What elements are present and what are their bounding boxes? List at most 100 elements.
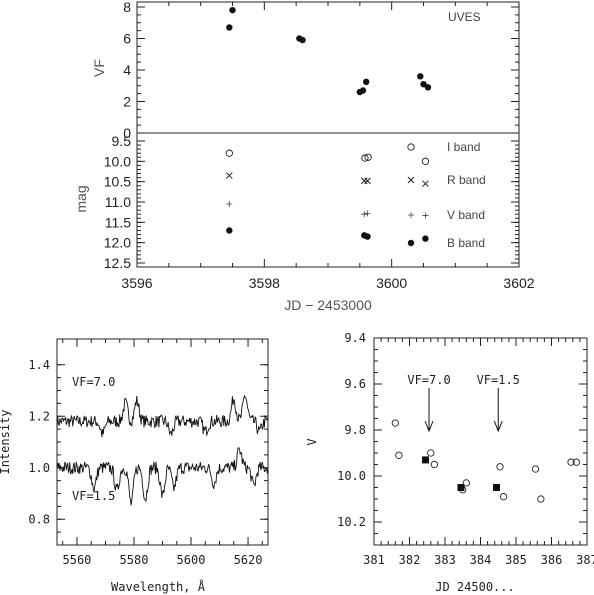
- mag-point: [364, 153, 372, 161]
- x-tick-label: 386: [541, 553, 563, 567]
- top-lower-ylabel: mag: [73, 185, 89, 212]
- v-annotations: VF=7.0 VF=1.5: [407, 373, 520, 433]
- v-point: [537, 495, 545, 503]
- y-tick-label: 1.2: [28, 409, 50, 423]
- mag-point: [361, 211, 368, 218]
- top-lower-legend: I band R band V band B band: [407, 140, 486, 250]
- spectrum-ylabel: Intensity: [0, 409, 12, 474]
- v-point: [421, 456, 429, 464]
- mag-point: [364, 210, 371, 217]
- x-tick-label: 385: [505, 553, 527, 567]
- top-lower-points: [225, 149, 430, 242]
- y-tick-label: 4: [123, 62, 131, 78]
- y-tick-label: 9.6: [344, 377, 366, 391]
- v-point: [567, 458, 575, 466]
- x-tick-label: 384: [470, 553, 492, 567]
- mag-point: [225, 172, 233, 179]
- y-tick-label: 9.8: [344, 423, 366, 437]
- legend-label: B band: [447, 236, 485, 250]
- y-tick-label: 10.5: [104, 174, 131, 190]
- x-tick-label: 381: [363, 553, 385, 567]
- top-upper-y-ticks: 0 2 4 6 8: [123, 0, 520, 141]
- x-tick-label: 5580: [120, 553, 149, 567]
- y-tick-label: 11.5: [105, 214, 131, 230]
- v-panel: 9.4 9.6 9.8 10.0 10.2 381 382 383 384 385 386 387 V…: [305, 331, 594, 594]
- legend-marker: [408, 212, 414, 218]
- v-point: [395, 451, 403, 459]
- y-tick-label: 10.2: [337, 515, 366, 529]
- vf-point: [226, 24, 233, 31]
- spectrum-frame: [56, 338, 269, 546]
- mag-point: [226, 201, 233, 208]
- spectrum-ticks: 0.8 1.0 1.2 1.4 5560 5580 5600 5620: [28, 339, 268, 567]
- vf-point: [363, 78, 370, 86]
- v-point: [391, 419, 399, 427]
- top-lower-panel: 9.5 10.0 10.5 11.0 11.5 12.0 12.5 3596 3598 3600 3…: [73, 132, 535, 313]
- x-tick-label: 5560: [63, 553, 92, 567]
- spectrum-panel: 0.8 1.0 1.2 1.4 5560 5580 5600 5620 VF=7.0 VF=1…: [0, 338, 269, 594]
- spectrum-label-1: VF=7.0: [72, 375, 115, 389]
- v-point: [531, 465, 540, 473]
- vf-point: [420, 80, 427, 88]
- mag-point: [225, 149, 233, 157]
- mag-point: [422, 235, 429, 242]
- spectrum-xlabel: Wavelength, Å: [111, 579, 206, 594]
- arrow-head: [493, 420, 503, 433]
- spectrum-label-2: VF=1.5: [72, 489, 115, 503]
- y-tick-label: 1.4: [28, 358, 50, 372]
- v-point: [457, 484, 465, 491]
- y-tick-label: 11.0: [105, 194, 131, 210]
- top-upper-points: [226, 6, 432, 96]
- x-tick-label: 387: [576, 553, 594, 567]
- v-point: [427, 449, 435, 457]
- v-point: [462, 479, 470, 487]
- x-tick-label: 382: [399, 553, 421, 567]
- v-point: [492, 484, 500, 491]
- x-tick-label: 3598: [249, 275, 280, 291]
- x-tick-label: 3602: [503, 275, 534, 291]
- mag-point: [364, 233, 371, 240]
- x-tick-label: 3600: [376, 275, 407, 291]
- vf-point: [229, 6, 236, 14]
- vf-point: [299, 36, 306, 44]
- legend-marker: [407, 239, 415, 247]
- mag-point: [364, 177, 371, 185]
- y-tick-label: 10.0: [337, 469, 366, 483]
- legend-label: V band: [447, 208, 485, 222]
- arrow-head: [424, 420, 434, 433]
- vf-annotation: VF=7.0: [407, 373, 450, 387]
- vf-point: [424, 84, 432, 91]
- mag-point: [421, 157, 430, 165]
- y-tick-label: 6: [123, 31, 131, 47]
- y-tick-label: 8: [123, 0, 131, 15]
- y-tick-label: 2: [123, 94, 131, 110]
- v-xlabel: JD 24500...: [435, 580, 514, 594]
- top-lower-ticks: 9.5 10.0 10.5 11.0 11.5 12.0 12.5 3596 3598 3600 3…: [104, 133, 535, 291]
- mag-point: [422, 180, 429, 188]
- x-tick-label: 383: [434, 553, 456, 567]
- top-upper-panel: 0 2 4 6 8 VF UVES: [91, 0, 520, 141]
- x-tick-label: 5620: [234, 553, 263, 567]
- legend-label: R band: [447, 173, 486, 187]
- v-ticks: 9.4 9.6 9.8 10.0 10.2 381 382 383 384 385 386 387: [337, 331, 594, 567]
- v-point: [499, 493, 508, 501]
- legend-marker: [407, 143, 415, 151]
- mag-point: [422, 212, 429, 219]
- vf-annotation: VF=1.5: [477, 373, 520, 387]
- y-tick-label: 0: [123, 125, 131, 141]
- spectrum-lines: [56, 394, 269, 506]
- top-upper-ylabel: VF: [91, 59, 107, 77]
- v-ylabel: V: [305, 438, 319, 445]
- y-tick-label: 12.5: [104, 255, 131, 271]
- vf-point: [359, 87, 367, 94]
- y-tick-label: 9.5: [112, 133, 132, 149]
- spectrum-line: [56, 447, 269, 506]
- vf-point: [417, 73, 424, 80]
- v-point: [572, 458, 580, 466]
- top-lower-xlabel: JD − 2453000: [284, 297, 372, 313]
- y-tick-label: 9.4: [344, 331, 366, 345]
- mag-point: [226, 227, 233, 234]
- x-tick-label: 5600: [177, 553, 206, 567]
- mag-point: [360, 177, 368, 185]
